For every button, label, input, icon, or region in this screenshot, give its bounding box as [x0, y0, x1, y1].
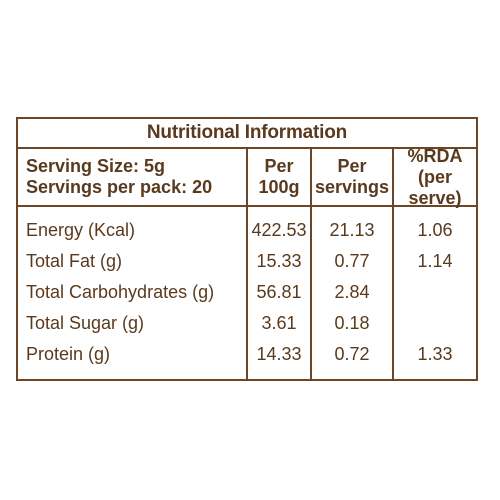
- header-rda-line1: %RDA: [407, 145, 463, 166]
- row-per-100g: 56.81: [256, 282, 302, 302]
- row-per-100g: 3.61: [261, 313, 297, 333]
- serving-info: Serving Size: 5g Servings per pack: 20: [26, 149, 246, 205]
- header-per-100g: Per 100g: [248, 149, 310, 205]
- column-divider: [392, 149, 394, 379]
- row-per-serving: 21.13: [329, 220, 375, 240]
- row-per-100g: 14.33: [256, 344, 302, 364]
- column-divider: [246, 149, 248, 379]
- row-label: Total Sugar (g): [26, 313, 145, 333]
- row-per-serving: 2.84: [334, 282, 370, 302]
- table-title: Nutritional Information: [18, 119, 476, 149]
- table-header: Serving Size: 5g Servings per pack: 20 P…: [18, 145, 476, 208]
- table-row: Total Fat (g) 15.33 0.77 1.14: [18, 246, 476, 277]
- row-per-serving: 0.77: [334, 251, 370, 271]
- column-divider: [310, 149, 312, 379]
- table-row: Energy (Kcal) 422.53 21.13 1.06: [18, 215, 476, 246]
- header-rda: %RDA (per serve): [394, 145, 476, 208]
- row-rda: 1.06: [417, 220, 453, 240]
- row-per-serving: 0.72: [334, 344, 370, 364]
- row-label: Energy (Kcal): [26, 220, 136, 240]
- header-per-serving-line1: Per: [337, 156, 367, 176]
- serving-size: Serving Size: 5g: [26, 156, 166, 176]
- table-row: Total Carbohydrates (g) 56.81 2.84: [18, 277, 476, 308]
- table-row: Total Sugar (g) 3.61 0.18: [18, 308, 476, 339]
- header-per-100g-line1: Per: [264, 156, 294, 176]
- header-per-serving: Per servings: [312, 149, 392, 205]
- header-per-100g-line2: 100g: [258, 177, 300, 197]
- servings-per-pack: Servings per pack: 20: [26, 177, 213, 197]
- header-rda-line2: (per serve): [408, 166, 462, 208]
- row-label: Protein (g): [26, 344, 111, 364]
- row-rda: [394, 308, 476, 339]
- row-label: Total Carbohydrates (g): [26, 282, 215, 302]
- nutrition-table: Nutritional Information Serving Size: 5g…: [16, 117, 478, 381]
- row-rda: 1.14: [417, 251, 453, 271]
- row-rda: [394, 277, 476, 308]
- table-row: Protein (g) 14.33 0.72 1.33: [18, 339, 476, 370]
- row-label: Total Fat (g): [26, 251, 123, 271]
- row-per-serving: 0.18: [334, 313, 370, 333]
- row-rda: 1.33: [417, 344, 453, 364]
- row-per-100g: 15.33: [256, 251, 302, 271]
- header-per-serving-line2: servings: [314, 177, 390, 197]
- row-per-100g: 422.53: [251, 220, 307, 240]
